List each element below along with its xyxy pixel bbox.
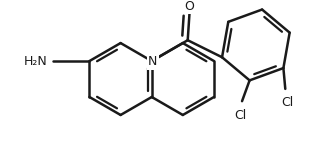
Text: N: N [148,56,158,69]
Text: Cl: Cl [234,109,246,122]
Text: O: O [185,0,194,13]
Text: H₂N: H₂N [24,55,48,68]
Text: Cl: Cl [281,96,293,110]
